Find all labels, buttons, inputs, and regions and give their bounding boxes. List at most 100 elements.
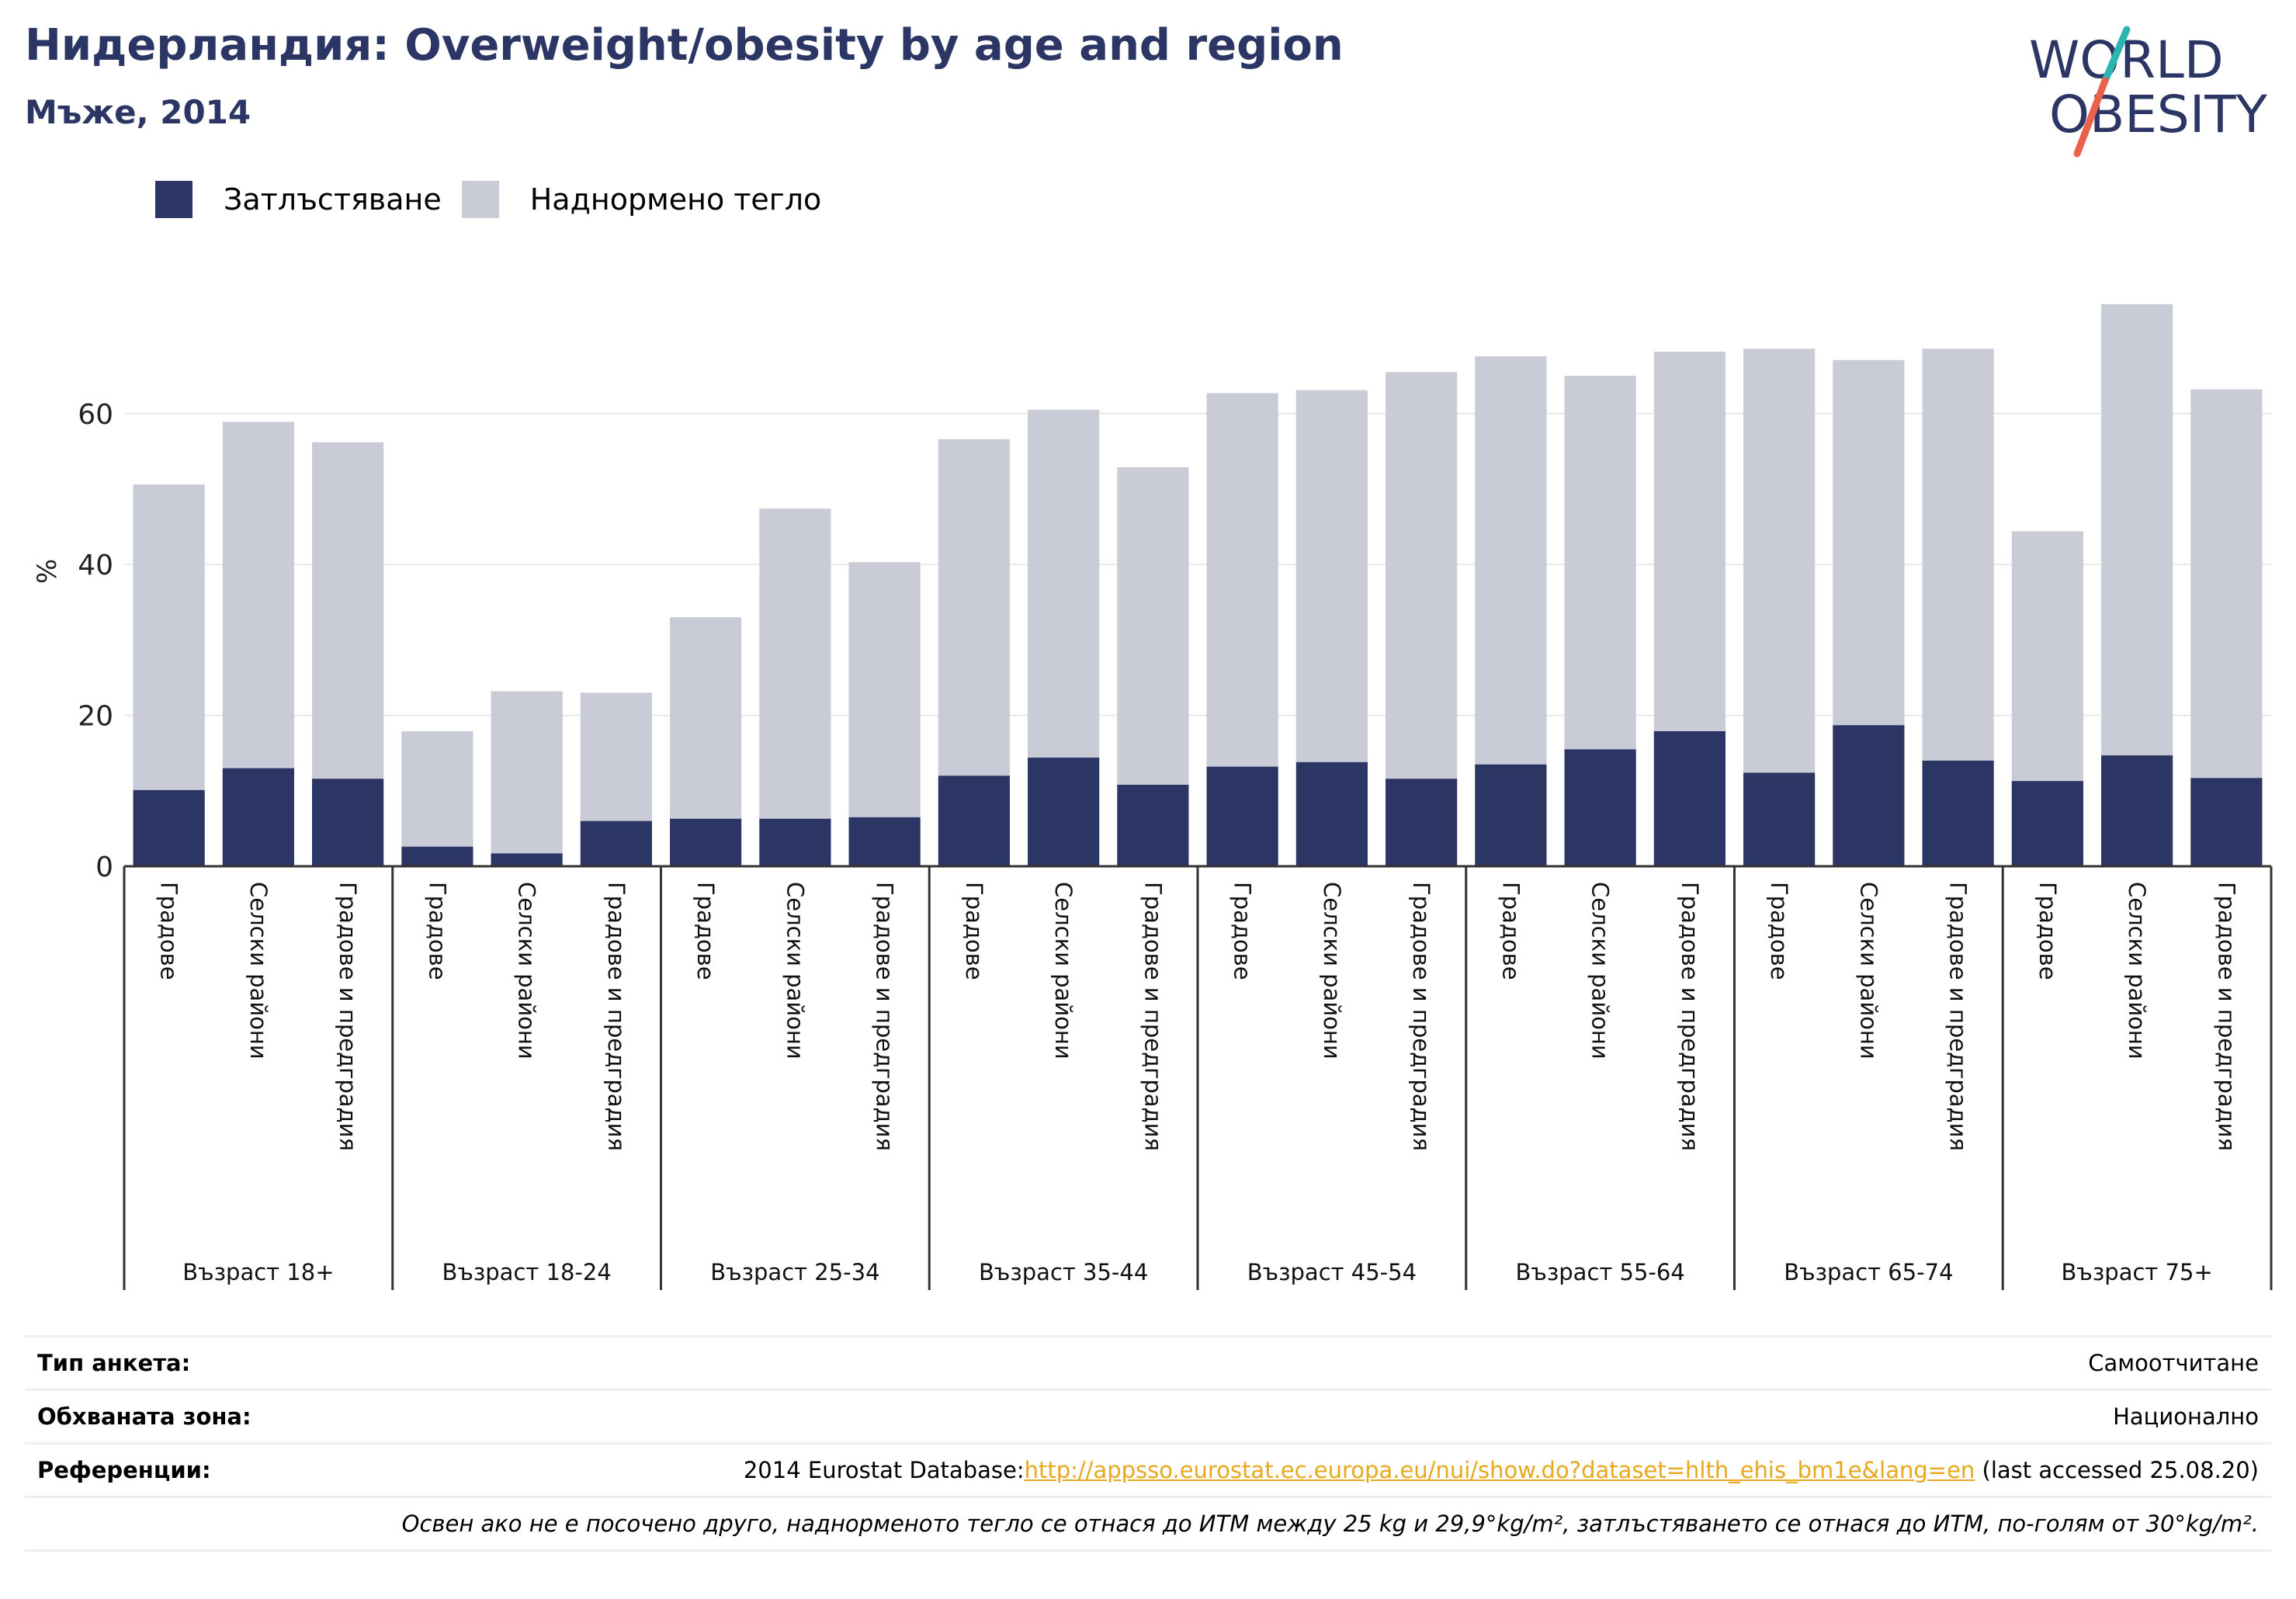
info-table: Тип анкета: Самоотчитане Обхваната зона:… (25, 1335, 2271, 1552)
bar-overweight (1653, 352, 1725, 732)
bar-overweight (1743, 349, 1816, 773)
x-group-label: Възраст 18-24 (442, 1259, 611, 1285)
bar-obesity (1743, 772, 1816, 866)
x-subcategory-label: Селски райони (1587, 882, 1614, 1060)
definition-note: Освен ако не е посочено друго, наднормен… (25, 1496, 2271, 1552)
bar-obesity (2011, 781, 2083, 866)
bar-overweight (1386, 372, 1458, 779)
bar-overweight (133, 484, 205, 790)
x-subcategory-label: Градове и предградия (872, 882, 898, 1151)
bar-overweight (1475, 356, 1547, 765)
legend-swatch-overweight (461, 181, 499, 218)
bar-overweight (670, 617, 742, 819)
info-row-survey-type: Тип анкета: Самоотчитане (25, 1335, 2271, 1391)
x-subcategory-label: Градове (1766, 882, 1792, 980)
x-subcategory-label: Градове (692, 882, 719, 980)
x-subcategory-label: Градове и предградия (1677, 882, 1703, 1151)
x-subcategory-label: Градове и предградия (1139, 882, 1166, 1151)
y-axis-label: % (32, 559, 63, 584)
page-title: Нидерландия: Overweight/obesity by age a… (25, 20, 1344, 71)
world-obesity-logo: WORLD OBESITY (2029, 26, 2268, 158)
chart-legend: Затлъстяване Наднормено тегло (155, 180, 841, 219)
bar-overweight (1295, 390, 1368, 762)
legend-label-overweight: Наднормено тегло (529, 182, 822, 217)
y-tick-label: 20 (78, 701, 113, 733)
bar-obesity (1564, 749, 1636, 866)
x-subcategory-label: Градове и предградия (1945, 882, 1972, 1151)
x-group-label: Възраст 55-64 (1515, 1259, 1684, 1285)
x-group-label: Възраст 25-34 (710, 1259, 879, 1285)
survey-type-label: Тип анкета: (25, 1335, 327, 1391)
x-subcategory-label: Селски райони (514, 882, 540, 1060)
info-row-references: Референции: 2014 Eurostat Database:http:… (25, 1442, 2271, 1498)
legend-label-obesity: Затлъстяване (224, 182, 442, 217)
y-tick-label: 60 (78, 399, 113, 431)
bar-obesity (1653, 731, 1725, 866)
bar-overweight (222, 421, 294, 768)
bar-obesity (1295, 761, 1368, 866)
bar-overweight (1922, 349, 1994, 761)
bar-obesity (491, 853, 563, 866)
bar-obesity (938, 775, 1010, 866)
bar-overweight (1564, 376, 1636, 750)
logo-text-world: WORLD (2029, 30, 2224, 90)
bar-overweight (1833, 359, 1905, 726)
bar-obesity (1117, 785, 1189, 866)
info-row-note: Освен ако не е посочено друго, наднормен… (25, 1496, 2271, 1552)
bar-obesity (1833, 725, 1905, 866)
survey-type-value: Самоотчитане (326, 1335, 2271, 1391)
bar-obesity (133, 789, 205, 866)
x-subcategory-label: Градове (2034, 882, 2061, 980)
bar-overweight (2101, 303, 2173, 756)
bar-obesity (1386, 779, 1458, 866)
coverage-value: Национално (326, 1389, 2271, 1445)
bar-overweight (2190, 389, 2263, 779)
y-tick-label: 0 (95, 852, 113, 883)
references-label: Референции: (25, 1442, 327, 1498)
bar-overweight (491, 691, 563, 854)
references-value: 2014 Eurostat Database:http://appsso.eur… (326, 1442, 2271, 1498)
bar-obesity (848, 817, 921, 866)
x-group-label: Възраст 45-54 (1247, 1259, 1417, 1285)
bar-overweight (848, 562, 921, 817)
bar-obesity (312, 779, 384, 866)
bar-obesity (222, 768, 294, 866)
x-subcategory-label: Градове (424, 882, 450, 980)
x-subcategory-label: Градове (1230, 882, 1256, 980)
x-group-label: Възраст 65-74 (1784, 1259, 1953, 1285)
x-subcategory-label: Селски райони (782, 882, 808, 1060)
x-subcategory-label: Градове и предградия (2213, 882, 2239, 1151)
x-subcategory-label: Селски райони (1050, 882, 1077, 1060)
bar-obesity (670, 818, 742, 866)
x-group-label: Възраст 18+ (182, 1259, 334, 1285)
x-subcategory-label: Градове (961, 882, 987, 980)
bar-overweight (1206, 393, 1278, 767)
logo-slash-top (2101, 26, 2131, 85)
bar-obesity (759, 818, 831, 866)
bar-overweight (580, 692, 652, 821)
bar-overweight (1117, 467, 1189, 786)
x-subcategory-label: Градове и предградия (1408, 882, 1434, 1151)
references-suffix: (last accessed 25.08.20) (1975, 1457, 2260, 1483)
bar-obesity (2101, 755, 2173, 866)
x-subcategory-label: Селски райони (1855, 882, 1882, 1060)
x-subcategory-label: Градове и предградия (603, 882, 629, 1151)
bar-overweight (759, 508, 831, 819)
bar-overweight (1028, 409, 1100, 758)
x-subcategory-label: Селски райони (245, 882, 272, 1060)
x-subcategory-label: Селски райони (1319, 882, 1345, 1060)
bar-overweight (312, 442, 384, 779)
coverage-label: Обхваната зона: (25, 1389, 327, 1445)
references-link[interactable]: http://appsso.eurostat.ec.europa.eu/nui/… (1024, 1457, 1975, 1483)
bar-obesity (1206, 766, 1278, 866)
bar-obesity (1028, 758, 1100, 866)
y-tick-label: 40 (78, 550, 113, 581)
legend-swatch-obesity (155, 181, 192, 218)
bar-obesity (1475, 764, 1547, 866)
bar-overweight (2011, 531, 2083, 782)
references-prefix: 2014 Eurostat Database: (743, 1457, 1025, 1483)
x-group-label: Възраст 75+ (2062, 1259, 2213, 1285)
x-subcategory-label: Градове (156, 882, 182, 980)
bar-overweight (401, 731, 473, 847)
x-subcategory-label: Селски райони (2124, 882, 2150, 1060)
